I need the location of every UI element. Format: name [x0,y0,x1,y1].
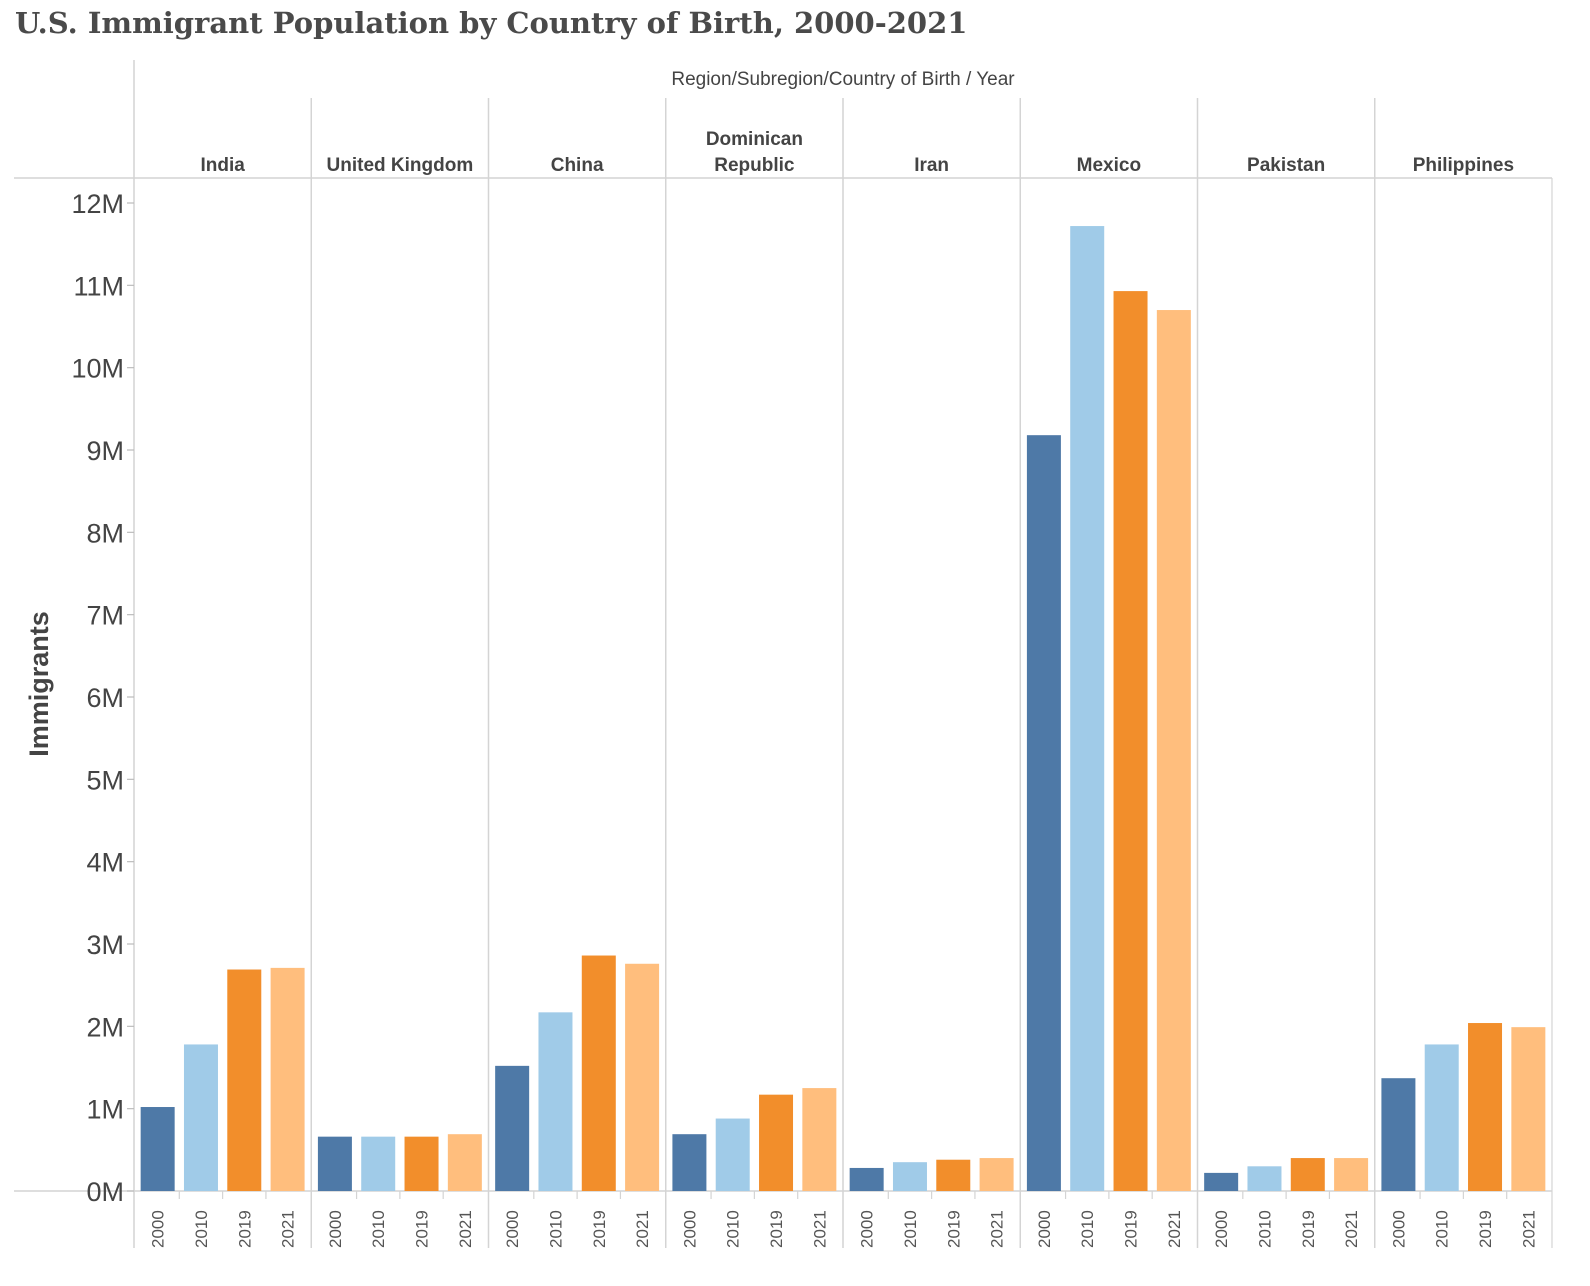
x-tick-label: 2010 [901,1210,920,1248]
bar [1381,1078,1416,1191]
x-tick-label: 2019 [413,1210,432,1248]
column-header: Region/Subregion/Country of Birth / Year… [200,69,1514,176]
x-tick-label: 2021 [810,1210,829,1248]
country-label: Pakistan [1247,155,1325,176]
bar [802,1088,837,1191]
x-tick-label: 2019 [235,1210,254,1248]
x-tick-label: 2010 [369,1210,388,1248]
x-tick-label: 2000 [1212,1210,1231,1248]
x-tick-label: 2021 [456,1210,475,1248]
bar [892,1162,927,1191]
x-tick-label: 2021 [1519,1210,1538,1248]
x-tick-label: 2019 [590,1210,609,1248]
x-tick-label: 2021 [1165,1210,1184,1248]
x-tick-label: 2019 [944,1210,963,1248]
bar [581,955,616,1191]
bar [1511,1027,1546,1191]
chart-title: U.S. Immigrant Population by Country of … [15,6,968,40]
x-tick-label: 2010 [1433,1210,1452,1248]
bar [625,963,660,1191]
bar [1113,291,1148,1191]
country-label: United Kingdom [327,155,474,176]
x-tick-label: 2000 [503,1210,522,1248]
y-tick-label: 8M [86,518,124,548]
country-label: Dominican [706,129,803,150]
y-tick-label: 4M [86,848,124,878]
y-tick-label: 7M [86,601,124,631]
bar [270,967,305,1191]
bar [140,1107,175,1191]
y-tick-label: 2M [86,1012,124,1042]
x-tick-label: 2000 [1389,1210,1408,1248]
y-axis: 0M 1M 2M 3M 4M 5M 6M 7M 8M 9M 10M 11M 12M Immigrants [24,189,134,1207]
x-tick-label: 2021 [633,1210,652,1248]
bar [361,1136,396,1191]
x-tick-label: 2000 [858,1210,877,1248]
y-tick-label: 3M [86,930,124,960]
country-label: Mexico [1077,155,1141,176]
bar [447,1134,482,1191]
x-tick-label: 2010 [1255,1210,1274,1248]
x-tick-label: 2019 [1299,1210,1318,1248]
x-tick-label: 2000 [326,1210,345,1248]
x-tick-label: 2000 [680,1210,699,1248]
x-tick-label: 2019 [1476,1210,1495,1248]
bar [715,1118,750,1191]
bar [1070,226,1105,1191]
x-tick-label: 2021 [279,1210,298,1248]
bar [1290,1158,1325,1191]
bar [979,1158,1014,1191]
x-tick-label: 2010 [192,1210,211,1248]
bar [538,1012,573,1191]
bar [495,1065,530,1191]
bar [404,1136,439,1191]
x-tick-label: 2010 [546,1210,565,1248]
x-axis: 2000 2010 2019 2021 2000 2010 2019 2021 2000 2010… [149,1191,1538,1248]
bar [672,1134,707,1191]
bar [849,1167,884,1191]
bar [936,1159,971,1191]
bars [140,226,1546,1191]
x-tick-label: 2021 [1342,1210,1361,1248]
bar [759,1094,794,1191]
x-tick-label: 2019 [1122,1210,1141,1248]
x-tick-label: 2000 [1035,1210,1054,1248]
country-label: China [551,155,604,176]
x-tick-label: 2000 [149,1210,168,1248]
bar [1424,1044,1459,1191]
y-tick-label: 1M [86,1095,124,1125]
y-tick-label: 6M [86,683,124,713]
bar [1204,1172,1239,1191]
bar [227,969,262,1191]
bar [1334,1158,1369,1191]
y-tick-label: 5M [86,765,124,795]
y-axis-title: Immigrants [24,611,54,757]
x-tick-label: 2010 [1078,1210,1097,1248]
y-tick-label: 11M [73,271,124,301]
country-label: Iran [914,155,949,176]
x-tick-label: 2019 [767,1210,786,1248]
column-header-label: Region/Subregion/Country of Birth / Year [671,69,1015,90]
bar [183,1044,218,1191]
bar [1026,435,1061,1191]
x-tick-label: 2021 [988,1210,1007,1248]
x-tick-label: 2010 [724,1210,743,1248]
y-tick-label: 12M [71,189,124,219]
bar [1247,1166,1282,1191]
bar [1468,1023,1503,1191]
country-label: Philippines [1413,155,1514,176]
bar [1156,310,1191,1191]
y-tick-label: 10M [71,354,124,384]
country-label: India [200,155,245,176]
y-tick-label: 9M [86,436,124,466]
country-label: Republic [714,155,795,176]
bar [317,1136,352,1191]
y-tick-label: 0M [86,1177,124,1207]
